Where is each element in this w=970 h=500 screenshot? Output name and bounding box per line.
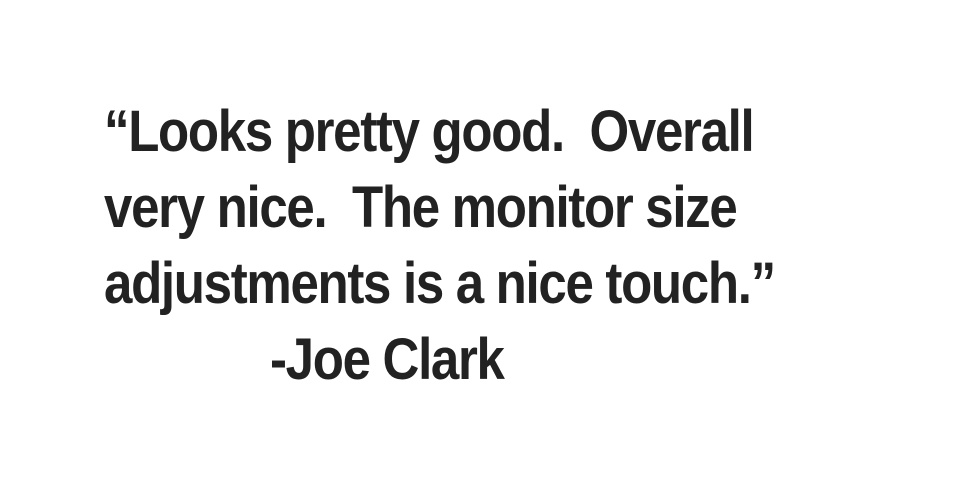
quote-line-3: adjustments is a nice touch.” — [104, 251, 776, 316]
quote-line-1: “Looks pretty good. Overall — [104, 99, 755, 164]
quote-line-2: very nice. The monitor size — [104, 175, 738, 240]
testimonial-quote: “Looks pretty good. Overall very nice. T… — [104, 94, 954, 398]
quote-attribution: -Joe Clark — [270, 327, 505, 392]
